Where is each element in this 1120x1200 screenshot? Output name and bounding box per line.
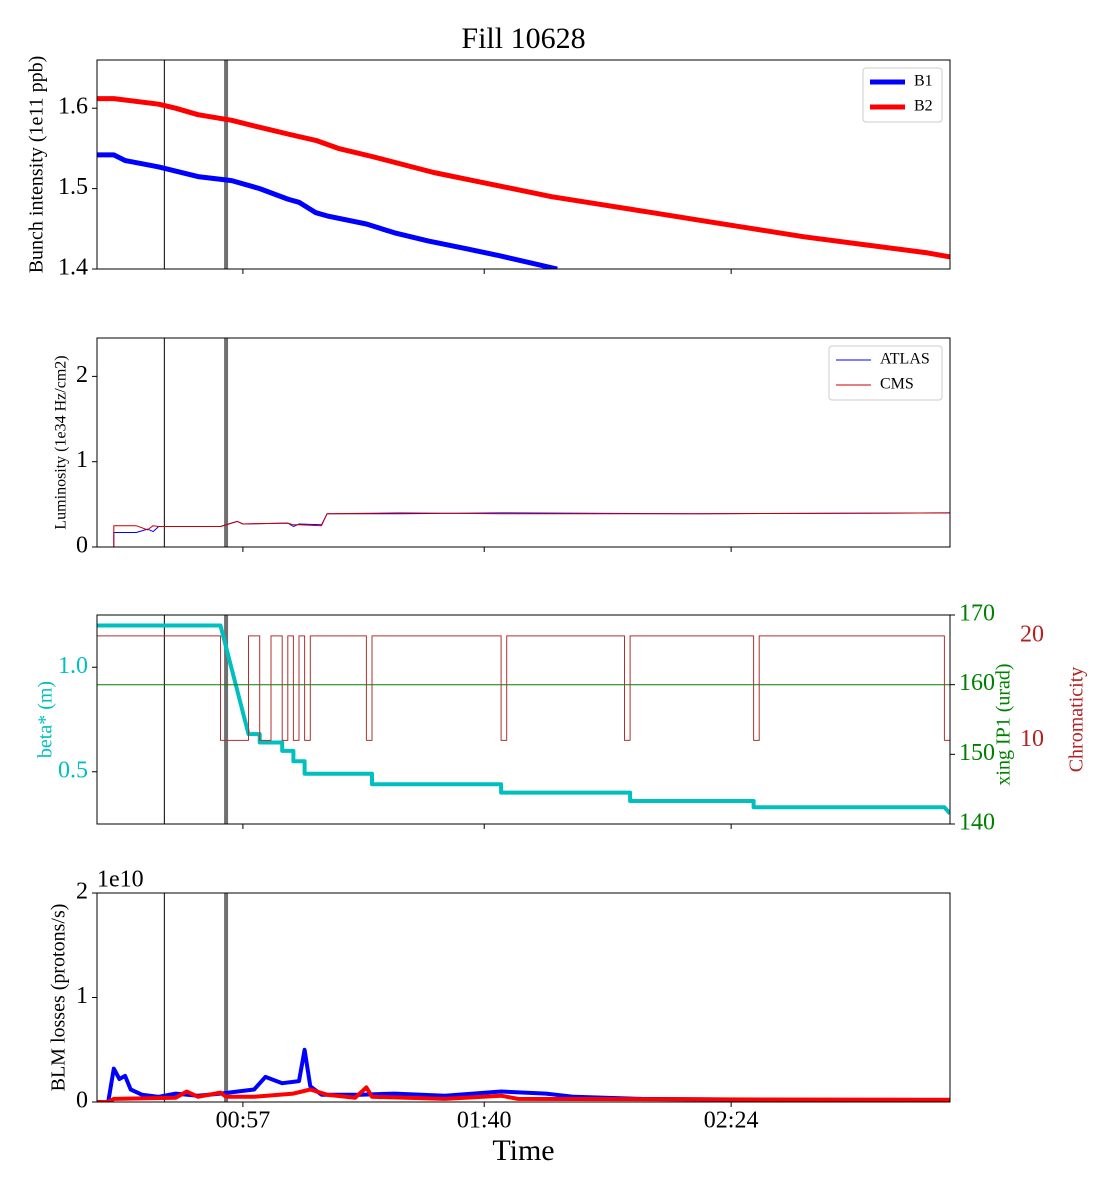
data-line (97, 96, 950, 260)
y-tick-label: 1.6 (58, 94, 88, 120)
y3-tick-label: 20 (1020, 621, 1044, 647)
x-tick-label: 00:57 (216, 1108, 271, 1134)
y-axis-label: Luminosity (1e34 Hz/cm2) (53, 355, 70, 529)
y-axis-label: BLM losses (protons/s) (48, 904, 70, 1092)
legend-label: CMS (880, 376, 914, 393)
axes-frame (96, 59, 951, 270)
y2-tick-label: 160 (959, 670, 995, 696)
y-tick-label: 0 (76, 1088, 88, 1114)
y2-axis-label: xing IP1 (urad) (993, 663, 1015, 785)
y-axis-label: beta* (m) (35, 681, 57, 758)
axes-frame (96, 614, 951, 825)
y-tick-label: 1.0 (58, 653, 88, 679)
y-tick-label: 1.5 (58, 174, 88, 200)
y-tick-label: 1.4 (58, 255, 88, 281)
y3-tick-label: 10 (1020, 726, 1044, 752)
y-offset-label: 1e10 (97, 867, 144, 893)
data-line (97, 1085, 950, 1102)
legend: ATLAS CMS (828, 345, 943, 401)
legend-label: B2 (914, 98, 933, 115)
y2-tick-label: 150 (959, 740, 995, 766)
data-line (97, 1047, 950, 1102)
legend-label: ATLAS (880, 351, 930, 368)
y2-tick-label: 170 (959, 601, 995, 627)
axes-frame (96, 337, 951, 548)
panel: 0 1 2 Luminosity (1e34 Hz/cm2) ATLAS CMS (53, 337, 951, 559)
y3-axis-label: Chromaticity (1066, 667, 1088, 773)
y-tick-label: 2 (76, 362, 88, 388)
y-axis-label: Bunch intensity (1e11 ppb) (26, 56, 48, 274)
legend-label: B1 (914, 73, 933, 90)
y-tick-label: 1 (76, 447, 88, 473)
panel: 0.5 1.0 140 150 160 170 10 20 beta* (m) xing IP1 … (35, 601, 1088, 836)
x-tick-label: 01:40 (457, 1108, 512, 1134)
data-line (97, 152, 558, 269)
y-tick-label: 1 (76, 983, 88, 1009)
panel: 1.4 1.5 1.6 Bunch intensity (1e11 ppb) Fill … (26, 22, 951, 281)
chart-title: Fill 10628 (461, 22, 585, 55)
x-axis-label: Time (492, 1134, 554, 1167)
y-tick-label: 0.5 (58, 757, 88, 783)
data-line (97, 635, 950, 741)
y-tick-label: 2 (76, 879, 88, 905)
y2-tick-label: 140 (959, 810, 995, 836)
panel: 00:57 01:40 02:24 0 1 2 BLM losses (protons/s)… (48, 867, 951, 1167)
y-tick-label: 0 (76, 533, 88, 559)
data-line (97, 512, 950, 547)
x-tick-label: 02:24 (704, 1108, 759, 1134)
